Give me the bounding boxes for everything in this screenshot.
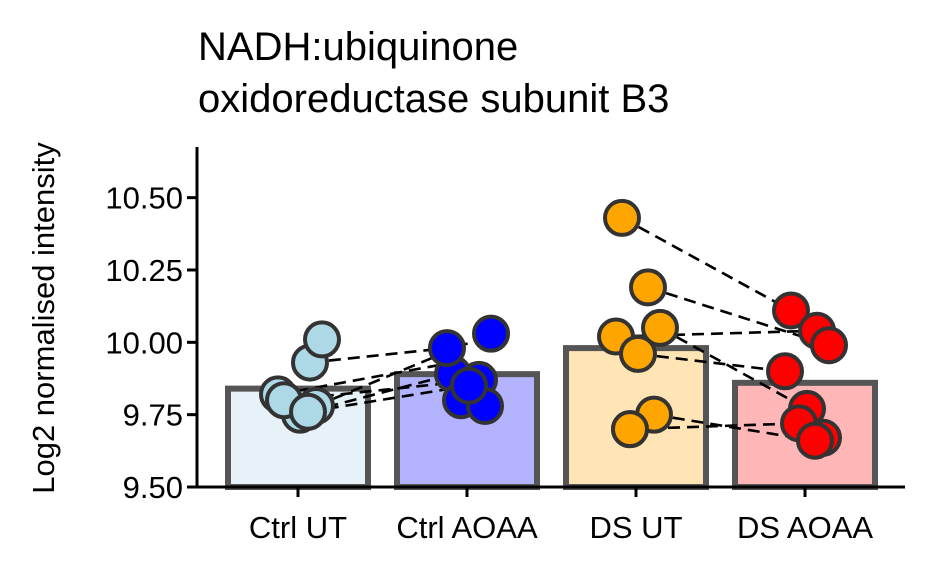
chart-title-line-1: NADH:ubiquinone xyxy=(198,25,518,69)
pair-line xyxy=(659,326,808,411)
chart-title: NADH:ubiquinone oxidoreductase subunit B… xyxy=(198,25,669,121)
y-ticks: 9.50 9.75 10.00 10.25 10.50 xyxy=(105,181,197,505)
data-point xyxy=(603,198,641,237)
data-point xyxy=(629,268,667,307)
data-point xyxy=(766,352,804,391)
data-point xyxy=(472,314,510,353)
y-tick-label: 10.00 xyxy=(105,325,183,360)
y-tick-label: 9.50 xyxy=(123,470,183,505)
data-point xyxy=(303,320,341,359)
x-tick-label: Ctrl AOAA xyxy=(396,510,538,545)
data-point xyxy=(289,392,327,431)
y-tick-label: 10.25 xyxy=(105,253,183,288)
points-layer xyxy=(259,198,848,460)
data-point xyxy=(619,334,657,373)
pair-line xyxy=(309,346,448,364)
y-axis-title: Log2 normalised intensity xyxy=(26,142,61,494)
pair-line xyxy=(621,216,792,312)
x-tick-label: DS UT xyxy=(590,510,683,545)
data-point xyxy=(428,329,466,368)
data-point xyxy=(796,421,834,460)
x-ticks: Ctrl UT Ctrl AOAA DS UT DS AOAA xyxy=(249,487,873,545)
data-point xyxy=(450,366,488,405)
data-point xyxy=(611,410,649,449)
x-tick-label: Ctrl UT xyxy=(249,510,347,545)
y-tick-label: 10.50 xyxy=(105,181,183,216)
pair-line xyxy=(277,361,454,396)
axes xyxy=(195,147,905,489)
data-point xyxy=(810,326,848,365)
data-point xyxy=(772,291,810,330)
pair-line xyxy=(637,352,786,373)
data-point xyxy=(641,308,679,347)
y-tick-label: 9.75 xyxy=(123,398,183,433)
x-tick-label: DS AOAA xyxy=(737,510,873,545)
chart-title-line-2: oxidoreductase subunit B3 xyxy=(198,77,669,121)
pair-line xyxy=(615,329,818,338)
